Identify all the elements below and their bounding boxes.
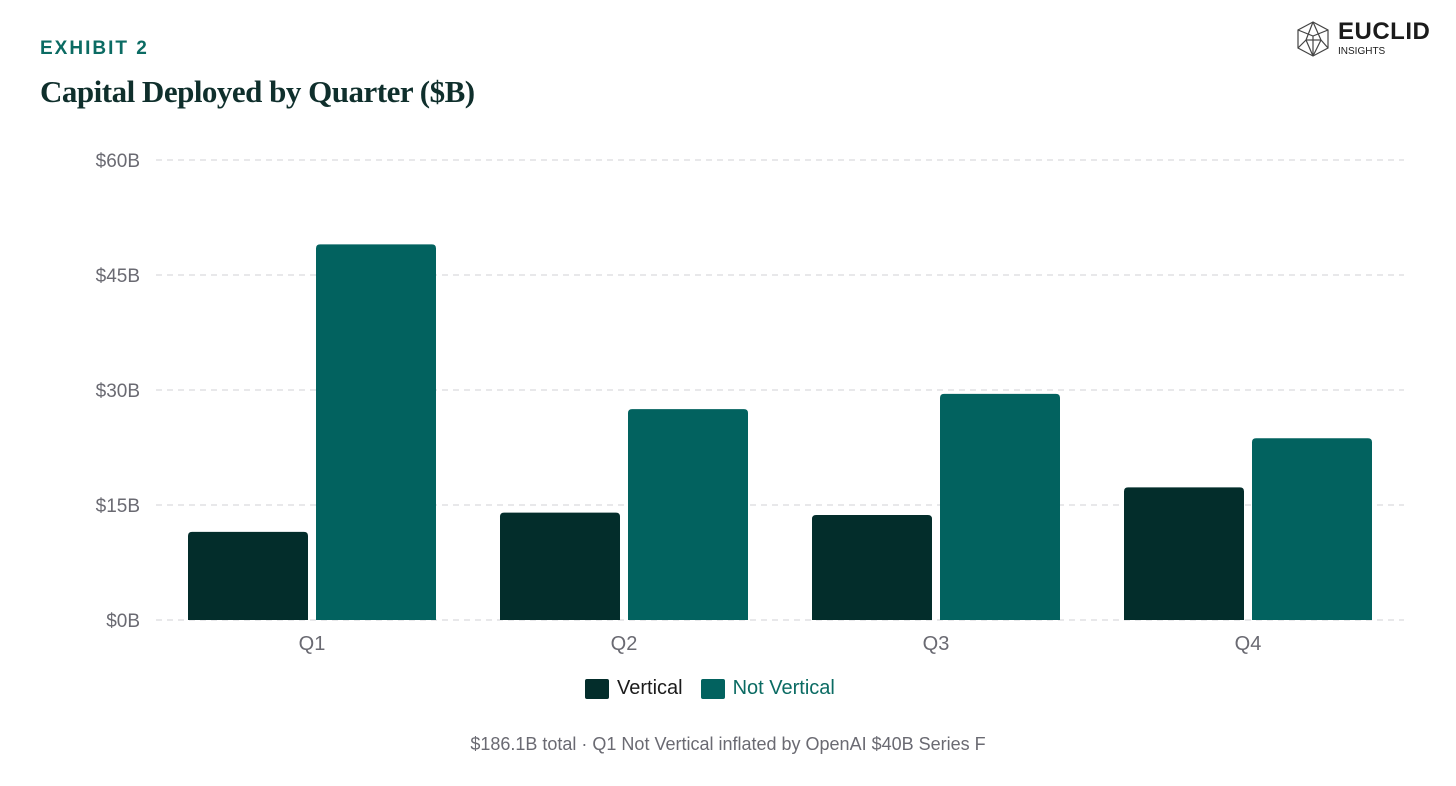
- x-tick-label: Q3: [923, 633, 950, 655]
- bar-vertical-q1: [188, 531, 308, 620]
- bar-not-vertical-q4: [1252, 438, 1372, 620]
- euclid-polyhedron-icon: [1297, 21, 1329, 57]
- y-tick-label: $0B: [106, 611, 140, 632]
- bar-vertical-q4: [1124, 487, 1244, 620]
- exhibit-label: EXHIBIT 2: [40, 38, 149, 59]
- x-tick-label: Q4: [1235, 633, 1262, 655]
- legend-swatch-vertical: [585, 678, 609, 699]
- chart-footnote: $186.1B total · Q1 Not Vertical inflated…: [470, 734, 986, 754]
- brand-logo: EUCLID INSIGHTS: [1294, 18, 1434, 62]
- bar-not-vertical-q2: [628, 409, 748, 620]
- chart-legend: Vertical Not Vertical: [585, 677, 853, 700]
- y-tick-label: $45B: [96, 266, 140, 287]
- y-tick-label: $15B: [96, 496, 140, 517]
- bar-vertical-q3: [812, 514, 932, 620]
- bar-not-vertical-q1: [316, 244, 436, 621]
- bar-vertical-q2: [500, 512, 620, 620]
- legend-label-vertical: Vertical: [617, 677, 683, 699]
- x-tick-label: Q2: [611, 633, 638, 655]
- x-tick-label: Q1: [299, 633, 326, 655]
- legend-label-not-vertical: Not Vertical: [732, 677, 835, 699]
- bar-not-vertical-q3: [940, 393, 1060, 620]
- legend-item-vertical: Vertical: [585, 677, 683, 700]
- legend-item-not-vertical: Not Vertical: [700, 677, 835, 700]
- chart-title: Capital Deployed by Quarter ($B): [40, 74, 475, 109]
- brand-name: EUCLID: [1338, 18, 1431, 45]
- brand-subtitle: INSIGHTS: [1338, 46, 1386, 57]
- y-tick-label: $30B: [96, 381, 140, 402]
- y-tick-label: $60B: [96, 151, 140, 172]
- legend-swatch-not-vertical: [700, 678, 725, 699]
